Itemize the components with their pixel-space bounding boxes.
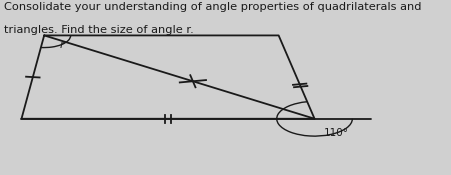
Text: Consolidate your understanding of angle properties of quadrilaterals and: Consolidate your understanding of angle … — [5, 2, 422, 12]
Text: 110°: 110° — [324, 128, 349, 138]
Text: triangles. Find the size of angle r.: triangles. Find the size of angle r. — [5, 25, 194, 35]
Text: r: r — [60, 40, 64, 50]
